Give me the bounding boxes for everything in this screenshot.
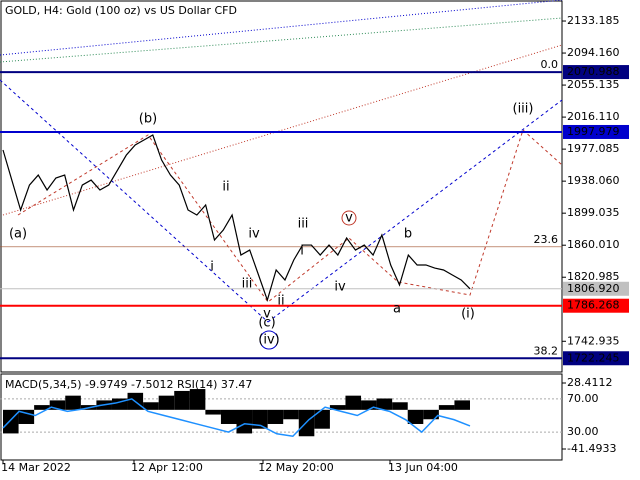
level-box bbox=[563, 124, 629, 139]
wave-line bbox=[267, 99, 563, 323]
macd-bar bbox=[65, 395, 81, 410]
y-tick-label: 2016.110 bbox=[567, 110, 620, 123]
y-tick-label: 1899.035 bbox=[567, 206, 620, 219]
y-tick-label: 2133.185 bbox=[567, 14, 620, 27]
wave-label: iii bbox=[298, 217, 309, 232]
macd-bar bbox=[189, 389, 206, 410]
wave-label: (a) bbox=[9, 227, 27, 242]
macd-bar bbox=[329, 405, 346, 410]
level-label: 1786.268 bbox=[567, 299, 620, 312]
wave-label: a bbox=[393, 302, 401, 317]
main-pane bbox=[0, 0, 563, 373]
channel-line bbox=[0, 17, 563, 63]
macd-bar bbox=[392, 402, 408, 410]
y-tick-label: 1938.060 bbox=[567, 174, 620, 187]
macd-bar bbox=[143, 402, 159, 410]
wave-label: b bbox=[404, 227, 412, 242]
macd-bar bbox=[236, 409, 253, 434]
y-tick-label: 1820.985 bbox=[567, 270, 620, 283]
indicator-title: MACD(5,34,5) -9.9749 -7.5012 RSI(14) 37.… bbox=[5, 378, 252, 391]
macd-bar bbox=[423, 409, 439, 420]
y-tick-label: 28.4112 bbox=[567, 376, 613, 389]
macd-bar bbox=[174, 390, 190, 410]
level-box bbox=[563, 298, 629, 313]
macd-bar bbox=[158, 395, 175, 410]
macd-bar bbox=[267, 409, 284, 424]
fib-label: 0.0 bbox=[541, 58, 559, 71]
macd-bar bbox=[111, 398, 128, 410]
wave-label: (c) bbox=[258, 316, 275, 331]
macd-bar bbox=[283, 409, 299, 420]
macd-bar bbox=[49, 400, 66, 410]
macd-bar bbox=[220, 409, 237, 424]
wave-label: ii bbox=[277, 294, 284, 309]
macd-bar bbox=[361, 400, 377, 410]
wave-label: iv bbox=[334, 280, 346, 295]
wave-label: (i) bbox=[461, 307, 475, 322]
wave-circle bbox=[259, 330, 279, 350]
wave-label: iv bbox=[248, 227, 260, 242]
level-box bbox=[563, 65, 629, 80]
channel-line bbox=[0, 0, 563, 56]
chart-title: GOLD, H4: Gold (100 oz) vs US Dollar CFD bbox=[5, 4, 237, 17]
macd-bar bbox=[345, 395, 362, 410]
indicator-pane bbox=[0, 373, 563, 461]
fib-label: 23.6 bbox=[534, 233, 559, 246]
y-tick-label: 2055.135 bbox=[567, 78, 620, 91]
macd-bar bbox=[376, 398, 393, 410]
wave-label: i bbox=[210, 260, 214, 275]
x-tick-label: 12 Apr 12:00 bbox=[131, 461, 203, 474]
x-tick-label: 13 Jun 04:00 bbox=[388, 461, 458, 474]
y-tick-label: 70.00 bbox=[567, 392, 599, 405]
price-line bbox=[2, 134, 471, 302]
y-tick-label: -41.4933 bbox=[567, 442, 616, 455]
wave-label: i bbox=[300, 244, 304, 259]
level-box bbox=[563, 351, 629, 366]
y-tick-label: 1860.010 bbox=[567, 238, 620, 251]
level-box bbox=[563, 281, 629, 296]
macd-bar bbox=[407, 409, 424, 424]
macd-bar bbox=[252, 409, 268, 429]
x-tick-label: 12 May 20:00 bbox=[258, 461, 333, 474]
macd-bar bbox=[314, 409, 330, 429]
macd-bar bbox=[438, 405, 455, 410]
wave-label: (b) bbox=[139, 112, 157, 127]
wave-label: (iii) bbox=[513, 102, 534, 117]
wave-label: v bbox=[345, 211, 353, 226]
level-label: 2070.988 bbox=[567, 65, 620, 78]
level-label: 1806.920 bbox=[567, 282, 620, 295]
x-tick-label: 14 Mar 2022 bbox=[1, 461, 71, 474]
wave-line bbox=[0, 79, 269, 323]
macd-bar bbox=[34, 405, 50, 410]
fib-label: 38.2 bbox=[534, 344, 559, 357]
level-label: 1997.979 bbox=[567, 125, 620, 138]
macd-bar bbox=[18, 409, 35, 424]
wave-circle bbox=[341, 210, 357, 226]
y-tick-label: 2094.160 bbox=[567, 46, 620, 59]
wave-label: ii bbox=[222, 180, 229, 195]
wave-label: (iv) bbox=[258, 333, 279, 348]
wave-line bbox=[17, 129, 563, 303]
y-tick-label: 30.00 bbox=[567, 425, 599, 438]
macd-bar bbox=[205, 409, 221, 415]
macd-bar bbox=[454, 400, 470, 410]
rsi-line bbox=[2, 398, 471, 438]
level-label: 1722.245 bbox=[567, 351, 620, 364]
y-tick-label: 1977.085 bbox=[567, 142, 620, 155]
channel-line bbox=[2, 44, 563, 216]
wave-label: v bbox=[263, 307, 271, 322]
wave-label: iii bbox=[242, 277, 253, 292]
y-tick-label: 1742.935 bbox=[567, 334, 620, 347]
